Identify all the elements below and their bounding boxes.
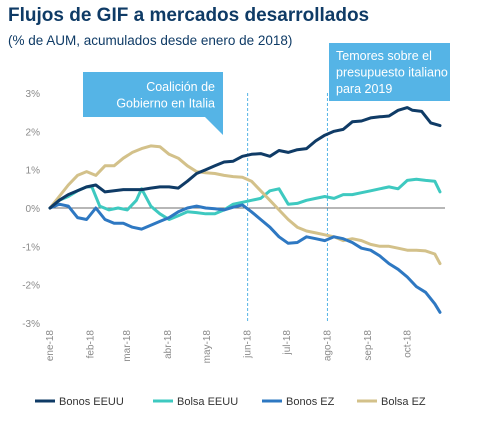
x-tick-label: feb-18 (86, 330, 97, 359)
x-tick-label: sep-18 (363, 330, 374, 361)
y-tick-label: 0% (26, 204, 41, 215)
series-line-bolsa-eeuu (48, 177, 442, 221)
series-line-bolsa-ez (48, 144, 442, 266)
annotation-callout: Temores sobre el presupuesto italiano para… (329, 43, 450, 101)
legend-item: Bonos EZ (262, 396, 335, 408)
chart-title: Flujos de GIF a mercados desarrollados (8, 5, 370, 26)
annotation-callout: Coalición de Gobierno en Italia (83, 72, 223, 135)
legend-item: Bolsa EZ (357, 396, 426, 408)
annotations: Coalición de Gobierno en Italia Temores so… (83, 43, 450, 135)
annotation-text: Temores sobre el (336, 49, 432, 63)
x-tick-label: may-18 (202, 330, 213, 364)
annotation-box (83, 72, 223, 117)
series-line-bonos-ez (48, 202, 442, 314)
legend-label: Bonos EZ (286, 396, 335, 408)
x-tick-label: ago-18 (322, 330, 333, 362)
legend-label: Bolsa EZ (381, 396, 426, 408)
legend: Bonos EEUU Bolsa EEUU Bonos EZ Bolsa EZ (35, 396, 426, 408)
x-tick-label: ene-18 (45, 330, 56, 362)
chart-subtitle: (% de AUM, acumulados desde enero de 201… (8, 33, 293, 48)
y-tick-label: -3% (22, 319, 40, 330)
y-tick-label: 3% (26, 89, 41, 100)
annotation-text: Gobierno en Italia (116, 96, 215, 110)
x-tick-label: mar-18 (122, 330, 133, 362)
x-tick-label: abr-18 (163, 330, 174, 359)
x-tick-label: jul-18 (282, 330, 293, 356)
y-tick-label: 1% (26, 166, 41, 177)
y-tick-label: -1% (22, 242, 40, 253)
annotation-pointer (329, 83, 346, 101)
annotation-text: para 2019 (336, 82, 392, 96)
legend-item: Bonos EEUU (35, 396, 124, 408)
annotation-text: Coalición de (146, 80, 215, 94)
series-line-bonos-eeuu (48, 106, 442, 210)
legend-item: Bolsa EEUU (153, 396, 238, 408)
axis: 3% 2% 1% 0% -1% -2% -3% ene-18 feb-18 mar-18 abr-1… (22, 89, 445, 363)
legend-label: Bonos EEUU (59, 396, 124, 408)
annotation-pointer (205, 117, 223, 135)
x-tick-label: jun-18 (243, 330, 254, 359)
legend-label: Bolsa EEUU (177, 396, 238, 408)
series-lines (48, 106, 442, 314)
annotation-text: presupuesto italiano (336, 66, 448, 80)
y-tick-label: 2% (26, 127, 41, 138)
annotation-box (329, 43, 450, 101)
x-tick-label: oct-18 (402, 330, 413, 358)
y-tick-label: -2% (22, 281, 40, 292)
